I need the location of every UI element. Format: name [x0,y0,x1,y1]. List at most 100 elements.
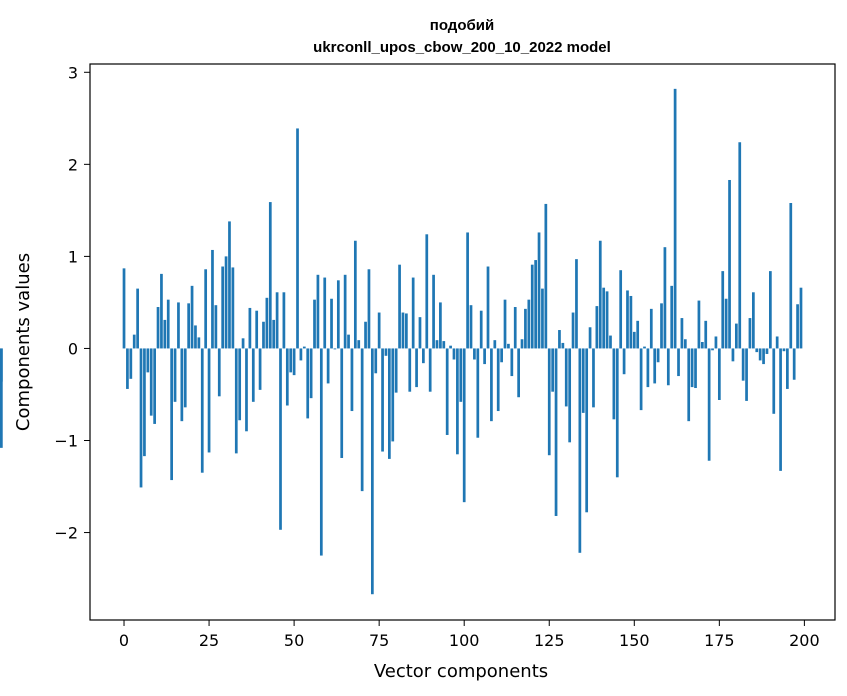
bar [639,348,643,411]
bar [170,348,173,481]
bar [711,348,714,351]
bar [336,280,340,349]
bar [493,340,497,349]
bar [211,249,214,349]
bar [598,240,602,349]
bar [541,288,544,349]
bar [258,348,262,390]
bar [139,348,143,488]
bar [660,303,663,349]
y-axis-label: Components values [13,253,34,431]
bar [544,203,548,349]
bar [728,179,731,349]
bar [0,348,3,382]
bar [717,348,721,400]
bar [255,310,259,349]
y-tick-label: −1 [54,431,78,450]
bar [132,334,136,349]
bar [626,290,629,349]
bar [486,266,490,349]
x-axis-label: Vector components [374,661,548,682]
plot-frame [89,63,836,621]
bar [748,318,752,349]
bar [527,299,531,349]
bar [136,288,139,349]
bar [564,348,568,407]
bar [707,348,711,461]
bar [721,271,725,349]
bar [602,287,606,349]
chart-title: подобий [430,17,494,34]
bar [469,305,473,349]
bar [292,348,296,376]
bar [694,348,697,389]
bar [799,287,803,349]
bar [299,348,303,361]
bar [353,240,357,349]
bar [217,348,221,397]
bar [428,348,432,392]
bar [745,348,748,401]
bar [789,203,793,349]
bar [316,274,320,349]
bar [374,348,378,374]
bar [769,271,772,349]
x-tick-label: 150 [619,631,650,650]
bar [704,320,708,349]
bar [422,348,425,364]
bar [792,348,796,380]
bar [180,348,184,422]
bar [282,292,286,349]
bar [313,299,316,349]
bar [575,259,578,349]
bar [207,348,211,453]
bar [245,348,248,432]
bar [724,298,728,349]
bar [272,319,276,349]
bar [149,348,153,416]
bar [129,348,133,379]
bar [636,320,640,349]
bar [231,267,235,349]
bar [289,348,293,373]
y-ticks-group: −2 −1 0 1 2 3 [54,63,90,543]
bar [279,348,282,530]
bar [360,348,364,492]
bar [224,256,228,349]
bar [466,232,469,349]
y-tick-label: 3 [68,63,78,82]
bar [177,302,180,349]
bar [561,342,565,349]
bar [534,260,537,349]
bar [649,308,653,349]
bar [585,348,589,513]
bar [462,348,466,503]
bar [442,341,446,349]
bar [439,302,442,349]
x-tick-label: 50 [284,631,304,650]
bar [398,264,401,349]
bar [622,348,626,375]
bar [228,221,231,349]
bar [343,274,347,349]
bar [547,348,551,456]
bar [391,348,395,442]
bar [367,269,371,349]
bar [126,348,129,389]
y-tick-label: −2 [54,524,78,543]
bar [296,128,299,349]
bar [370,348,374,595]
bar [700,342,704,349]
bar [643,346,646,349]
bar [517,348,520,398]
bar [653,348,657,384]
bar [513,307,517,349]
bar [347,334,350,349]
bar [408,348,412,392]
bar [381,348,384,452]
chart-subtitle: ukrconll_upos_cbow_200_10_2022 model [313,39,611,56]
bar [183,348,187,408]
bar [571,312,575,349]
